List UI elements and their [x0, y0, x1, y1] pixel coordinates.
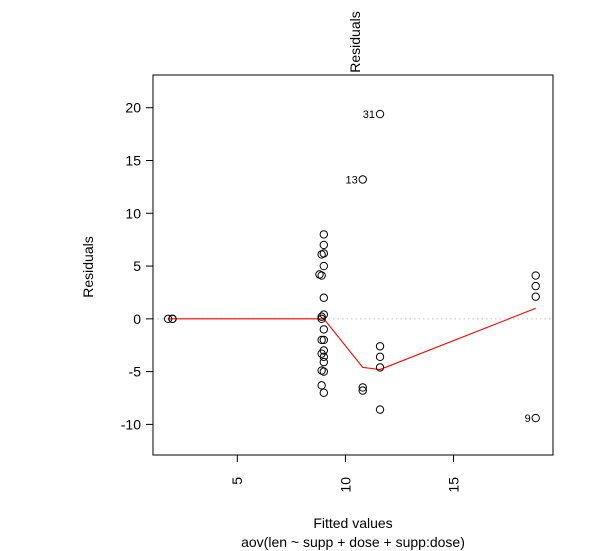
- data-point-20: [319, 357, 329, 367]
- y-tick-label--10: -10: [121, 416, 141, 432]
- data-point-6: [317, 250, 326, 259]
- data-point-15: [319, 335, 329, 345]
- data-point-22: [319, 367, 329, 376]
- x-tick-label-5: 5: [229, 477, 245, 485]
- y-tick-label-20: 20: [125, 100, 141, 116]
- y-tick-label-0: 0: [133, 311, 141, 327]
- data-point-35: [531, 292, 540, 301]
- data-point-23: [317, 381, 326, 390]
- data-point-14: [319, 325, 329, 334]
- y-tick-label-15: 15: [125, 153, 141, 169]
- data-point-24: [319, 388, 329, 397]
- data-point-12: [317, 312, 326, 321]
- data-point-32: [375, 405, 385, 414]
- data-point-11: [319, 310, 329, 319]
- model-subtitle: aov(len ~ supp + dose + supp:dose): [241, 534, 465, 550]
- point-label-9: 9: [525, 413, 531, 425]
- data-point-28: [375, 109, 385, 119]
- data-point-3: [319, 230, 329, 239]
- point-label-13: 13: [345, 175, 357, 187]
- y-tick-label--5: -5: [129, 364, 142, 380]
- y-tick-label-5: 5: [133, 258, 141, 274]
- data-point-13: [317, 314, 326, 324]
- data-point-16: [317, 335, 326, 345]
- point-label-31: 31: [363, 109, 375, 121]
- data-point-2: [168, 314, 177, 324]
- red-smoother-line: [168, 307, 536, 371]
- data-point-27: [358, 386, 367, 395]
- data-point-30: [375, 352, 385, 362]
- x-tick-label-15: 15: [445, 477, 461, 493]
- x-tick-label-10: 10: [337, 477, 353, 493]
- data-point-9: [317, 271, 326, 280]
- data-point-0: [163, 314, 173, 324]
- chart-title: Residuals: [347, 11, 363, 72]
- y-tick-label-10: 10: [125, 205, 141, 221]
- data-point-4: [319, 240, 329, 250]
- data-point-36: [531, 413, 540, 423]
- x-axis-label: Fitted values: [313, 515, 392, 531]
- data-point-33: [531, 271, 540, 280]
- data-point-25: [358, 175, 367, 184]
- data-point-19: [319, 352, 329, 362]
- data-point-26: [358, 383, 367, 392]
- y-axis-label: Residuals: [80, 236, 96, 297]
- data-point-34: [531, 281, 540, 291]
- plot-frame: [152, 74, 554, 456]
- data-point-10: [319, 293, 329, 302]
- data-point-31: [375, 363, 385, 372]
- chart-layer: 13 31 9 5 10 15 -10 -5 0 5 10 15 20: [121, 100, 553, 493]
- data-point-7: [319, 261, 329, 271]
- data-point-29: [375, 342, 385, 351]
